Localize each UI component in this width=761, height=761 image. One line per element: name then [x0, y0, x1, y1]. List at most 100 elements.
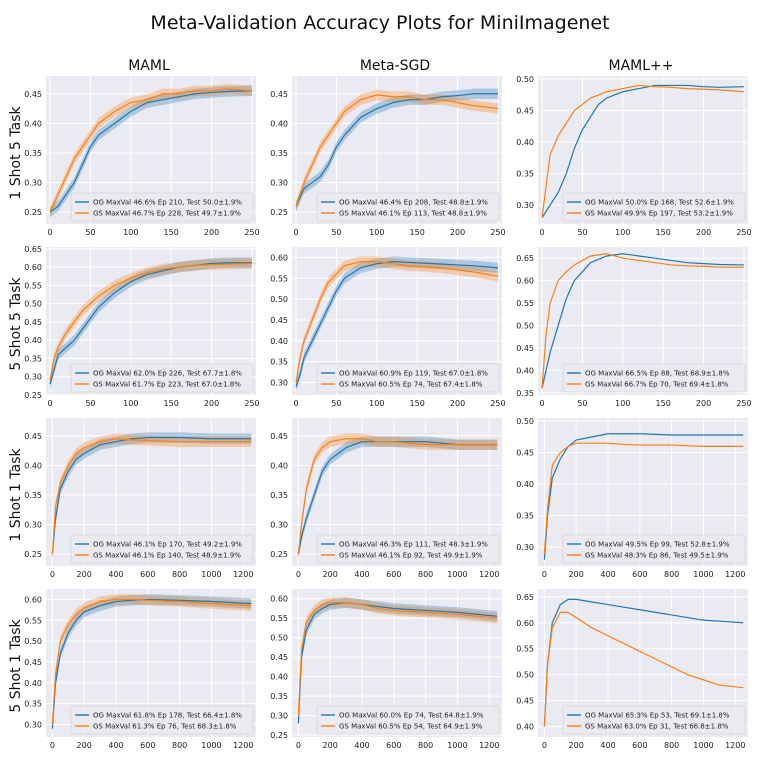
y-tick-label: 0.40 — [270, 673, 288, 682]
x-tick-label: 0 — [293, 228, 298, 237]
y-tick-label: 0.40 — [516, 138, 534, 147]
series-line-og — [541, 253, 744, 389]
y-tick-label: 0.30 — [270, 378, 288, 387]
row-title-5-shot-5-task: 5 Shot 5 Task — [8, 277, 24, 371]
legend-box — [70, 534, 254, 564]
y-tick-label: 0.40 — [270, 119, 288, 128]
x-tick-label: 600 — [386, 741, 401, 750]
subplot-r0-c2: 0.30 0.35 0.40 0.45 0.50 0 50 100 150 200 250 OG Ma… — [516, 75, 751, 237]
legend-box — [562, 534, 746, 564]
series-line-og — [295, 260, 499, 387]
y-tick-label: 0.60 — [24, 263, 42, 272]
x-tick-label: 200 — [77, 741, 92, 750]
y-tick-label: 0.35 — [270, 491, 288, 500]
x-tick-label: 200 — [204, 399, 219, 408]
legend-label-og: OG MaxVal 60.0% Ep 74, Test 64.8±1.9% — [339, 712, 484, 720]
y-tick-label: 0.35 — [270, 149, 288, 158]
y-tick-label: 0.55 — [516, 299, 534, 308]
subplot-r0-c1: 0.25 0.30 0.35 0.40 0.45 0 50 100 150 200 250 OG Ma… — [270, 76, 506, 237]
y-tick-label: 0.40 — [270, 461, 288, 470]
y-tick-label: 0.60 — [516, 619, 534, 628]
x-tick-label: 100 — [123, 399, 138, 408]
x-tick-label: 0 — [542, 570, 547, 579]
x-tick-label: 50 — [577, 228, 587, 237]
series-group — [295, 256, 499, 392]
y-tick-label: 0.45 — [516, 697, 534, 706]
row-title-1-shot-1-task: 1 Shot 1 Task — [8, 448, 24, 542]
series-line-og — [543, 433, 744, 560]
y-tick-label: 0.55 — [516, 645, 534, 654]
x-tick-label: 400 — [600, 741, 615, 750]
legend-label-og: OG MaxVal 61.8% Ep 178, Test 66.4±1.8% — [93, 712, 242, 720]
legend-label-gs: GS MaxVal 61.7% Ep 223, Test 67.0±1.8% — [93, 381, 241, 389]
x-tick-label: 100 — [615, 228, 630, 237]
x-tick-label: 200 — [569, 570, 584, 579]
x-tick-label: 0 — [539, 228, 544, 237]
x-tick-label: 150 — [410, 399, 425, 408]
subplot-r2-c1: 0.25 0.30 0.35 0.40 0.45 0 200 400 600 800 1000 120… — [270, 418, 502, 579]
legend-label-og: OG MaxVal 62.0% Ep 226, Test 67.7±1.8% — [93, 370, 242, 378]
y-tick-label: 0.40 — [270, 337, 288, 346]
figure-title: Meta-Validation Accuracy Plots for MiniI… — [150, 12, 609, 34]
legend-label-gs: GS MaxVal 46.1% Ep 140, Test 48.9±1.9% — [93, 552, 241, 560]
x-tick-label: 200 — [569, 741, 584, 750]
legend-box — [316, 534, 500, 564]
x-tick-label: 1000 — [693, 570, 713, 579]
y-tick-label: 0.35 — [270, 692, 288, 701]
series-group — [543, 598, 744, 727]
legend: OG MaxVal 46.6% Ep 210, Test 50.0±1.9% GS… — [70, 192, 254, 222]
y-tick-label: 0.50 — [24, 637, 42, 646]
row-title-5-shot-1-task: 5 Shot 1 Task — [8, 619, 24, 713]
subplot-r1-c0: 0.25 0.30 0.35 0.40 0.45 0.50 0.55 0.60 0.65 0 50 1… — [24, 245, 259, 408]
legend-label-og: OG MaxVal 50.0% Ep 168, Test 52.6±1.9% — [585, 199, 734, 207]
x-tick-label: 800 — [418, 570, 433, 579]
row-title-1-shot-5-task: 1 Shot 5 Task — [8, 106, 24, 200]
y-tick-label: 0.30 — [24, 720, 42, 729]
y-tick-label: 0.45 — [516, 344, 534, 353]
x-tick-label: 50 — [331, 399, 341, 408]
y-tick-label: 0.25 — [270, 731, 288, 740]
x-tick-label: 200 — [323, 570, 338, 579]
series-line-og — [297, 441, 498, 555]
x-tick-label: 400 — [600, 570, 615, 579]
y-tick-label: 0.50 — [270, 295, 288, 304]
x-tick-label: 150 — [164, 228, 179, 237]
confidence-band-gs — [298, 597, 498, 721]
y-tick-label: 0.35 — [516, 389, 534, 398]
column-title-maml: MAML — [128, 58, 170, 74]
legend-box — [562, 363, 746, 393]
x-tick-label: 800 — [664, 741, 679, 750]
series-line-gs — [297, 602, 498, 716]
y-tick-label: 0.30 — [24, 179, 42, 188]
x-tick-label: 1000 — [447, 570, 467, 579]
x-tick-label: 600 — [140, 570, 155, 579]
series-line-og — [51, 436, 252, 555]
x-tick-label: 150 — [656, 228, 671, 237]
y-tick-label: 0.45 — [516, 107, 534, 116]
confidence-band-og — [298, 436, 498, 560]
legend-label-og: OG MaxVal 66.5% Ep 88, Test 68.9±1.8% — [585, 370, 730, 378]
column-title-maml-plus-plus: MAML++ — [609, 58, 674, 74]
legend: OG MaxVal 61.8% Ep 178, Test 66.4±1.8% GS… — [70, 705, 254, 735]
x-tick-label: 600 — [632, 741, 647, 750]
y-tick-label: 0.60 — [516, 277, 534, 286]
confidence-band-og — [296, 88, 498, 212]
y-tick-label: 0.30 — [516, 543, 534, 552]
y-tick-label: 0.30 — [270, 521, 288, 530]
legend-label-og: OG MaxVal 46.3% Ep 111, Test 48.3±1.9% — [339, 541, 488, 549]
legend: OG MaxVal 46.3% Ep 111, Test 48.3±1.9% GS… — [316, 534, 500, 564]
y-tick-label: 0.45 — [24, 658, 42, 667]
y-tick-label: 0.60 — [270, 253, 288, 262]
series-line-og — [49, 90, 252, 213]
x-tick-label: 400 — [354, 741, 369, 750]
series-group — [51, 594, 252, 734]
y-tick-label: 0.55 — [24, 616, 42, 625]
legend-box — [562, 192, 746, 222]
confidence-band-og — [50, 85, 252, 218]
y-tick-label: 0.35 — [24, 700, 42, 709]
confidence-band-og — [50, 257, 252, 390]
x-tick-label: 1200 — [725, 741, 745, 750]
legend: OG MaxVal 46.4% Ep 208, Test 48.8±1.9% GS… — [316, 192, 500, 222]
x-tick-label: 200 — [450, 228, 465, 237]
series-line-og — [51, 598, 252, 729]
